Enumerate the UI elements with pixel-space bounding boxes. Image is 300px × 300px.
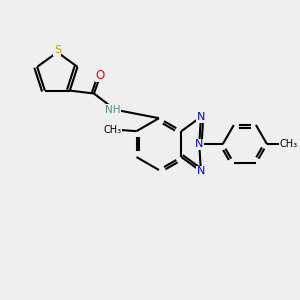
Text: CH₃: CH₃ [280, 139, 298, 149]
Text: N: N [197, 166, 205, 176]
Text: O: O [96, 69, 105, 82]
Text: N: N [197, 112, 205, 122]
Text: NH: NH [105, 105, 121, 115]
Text: CH₃: CH₃ [103, 125, 122, 135]
Text: S: S [54, 45, 61, 55]
Text: N: N [195, 139, 203, 149]
